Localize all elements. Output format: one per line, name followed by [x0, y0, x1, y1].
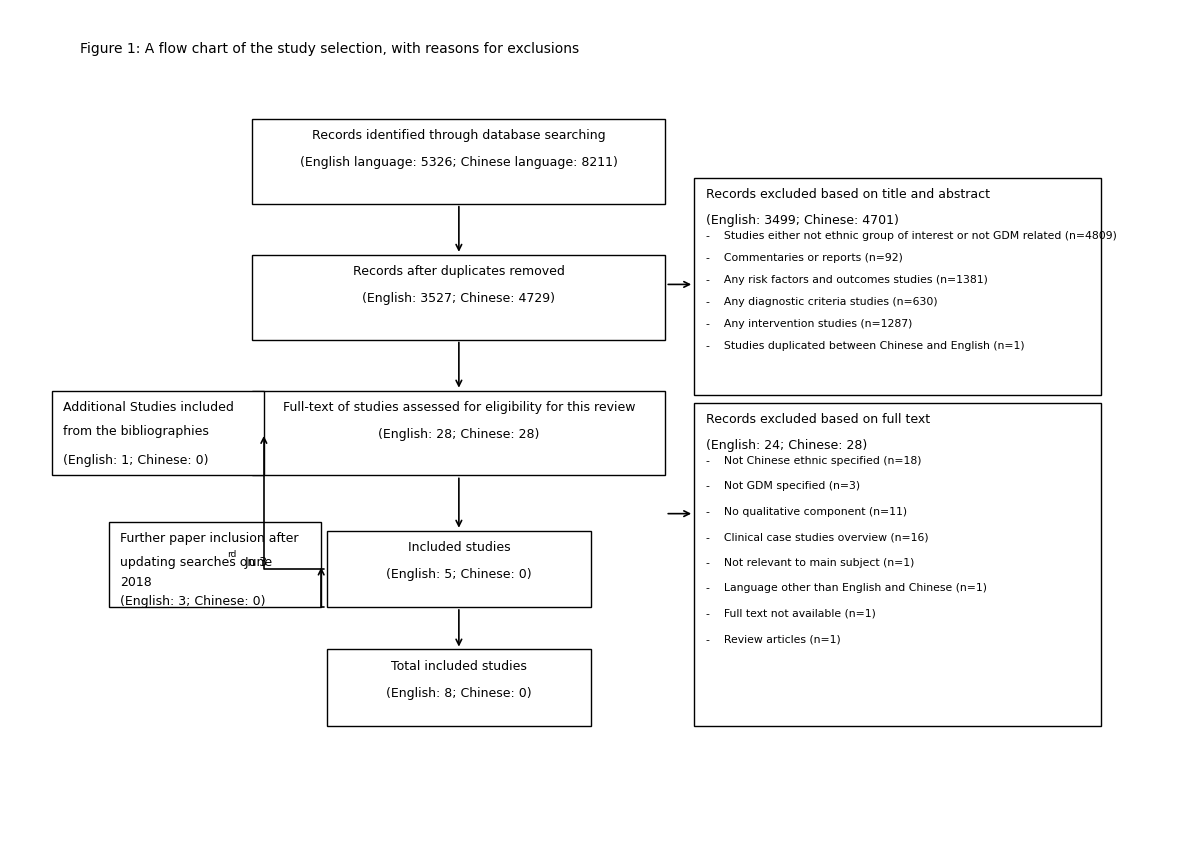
- Text: Full-text of studies assessed for eligibility for this review: Full-text of studies assessed for eligib…: [283, 401, 635, 413]
- Text: (English: 8; Chinese: 0): (English: 8; Chinese: 0): [386, 687, 532, 700]
- FancyBboxPatch shape: [252, 119, 665, 204]
- Text: Total included studies: Total included studies: [391, 660, 527, 672]
- Text: -    No qualitative component (n=11): - No qualitative component (n=11): [706, 507, 907, 517]
- Text: -    Any risk factors and outcomes studies (n=1381): - Any risk factors and outcomes studies …: [706, 275, 988, 285]
- Text: -    Commentaries or reports (n=92): - Commentaries or reports (n=92): [706, 253, 902, 263]
- Text: (English: 3527; Chinese: 4729): (English: 3527; Chinese: 4729): [362, 292, 556, 305]
- FancyBboxPatch shape: [252, 391, 665, 475]
- Text: Records excluded based on title and abstract: Records excluded based on title and abst…: [706, 188, 990, 201]
- Text: Additional Studies included: Additional Studies included: [64, 401, 234, 413]
- Text: rd: rd: [227, 550, 236, 559]
- FancyBboxPatch shape: [694, 403, 1102, 726]
- Text: -    Any intervention studies (n=1287): - Any intervention studies (n=1287): [706, 319, 912, 329]
- Text: Further paper inclusion after: Further paper inclusion after: [120, 532, 299, 545]
- FancyBboxPatch shape: [694, 178, 1102, 395]
- FancyBboxPatch shape: [252, 255, 665, 340]
- FancyBboxPatch shape: [326, 649, 590, 726]
- Text: -    Review articles (n=1): - Review articles (n=1): [706, 634, 840, 644]
- Text: Records excluded based on full text: Records excluded based on full text: [706, 413, 930, 426]
- Text: (English language: 5326; Chinese language: 8211): (English language: 5326; Chinese languag…: [300, 156, 618, 169]
- Text: -    Clinical case studies overview (n=16): - Clinical case studies overview (n=16): [706, 532, 928, 543]
- Text: -    Any diagnostic criteria studies (n=630): - Any diagnostic criteria studies (n=630…: [706, 297, 937, 307]
- Text: -    Studies duplicated between Chinese and English (n=1): - Studies duplicated between Chinese and…: [706, 341, 1024, 351]
- Text: Included studies: Included studies: [408, 541, 510, 554]
- Text: (English: 3499; Chinese: 4701): (English: 3499; Chinese: 4701): [706, 214, 899, 227]
- FancyBboxPatch shape: [52, 391, 264, 475]
- FancyBboxPatch shape: [326, 531, 590, 607]
- Text: (English: 24; Chinese: 28): (English: 24; Chinese: 28): [706, 439, 866, 452]
- Text: -    Full text not available (n=1): - Full text not available (n=1): [706, 609, 875, 619]
- Text: -    Studies either not ethnic group of interest or not GDM related (n=4809): - Studies either not ethnic group of int…: [706, 231, 1116, 241]
- Text: June: June: [241, 556, 272, 569]
- Text: Figure 1: A flow chart of the study selection, with reasons for exclusions: Figure 1: A flow chart of the study sele…: [80, 42, 580, 56]
- Text: from the bibliographies: from the bibliographies: [64, 424, 209, 437]
- Text: (English: 1; Chinese: 0): (English: 1; Chinese: 0): [64, 454, 209, 467]
- Text: -    Language other than English and Chinese (n=1): - Language other than English and Chines…: [706, 583, 986, 593]
- Text: -    Not relevant to main subject (n=1): - Not relevant to main subject (n=1): [706, 558, 914, 568]
- Text: (English: 28; Chinese: 28): (English: 28; Chinese: 28): [378, 428, 540, 441]
- FancyBboxPatch shape: [109, 522, 322, 607]
- Text: (English: 5; Chinese: 0): (English: 5; Chinese: 0): [386, 568, 532, 581]
- Text: Records after duplicates removed: Records after duplicates removed: [353, 265, 565, 278]
- Text: -    Not GDM specified (n=3): - Not GDM specified (n=3): [706, 481, 859, 492]
- Text: Records identified through database searching: Records identified through database sear…: [312, 129, 606, 142]
- Text: 2018: 2018: [120, 576, 152, 588]
- Text: -    Not Chinese ethnic specified (n=18): - Not Chinese ethnic specified (n=18): [706, 456, 922, 466]
- Text: updating searches on 3: updating searches on 3: [120, 556, 268, 569]
- Text: (English: 3; Chinese: 0): (English: 3; Chinese: 0): [120, 595, 266, 608]
